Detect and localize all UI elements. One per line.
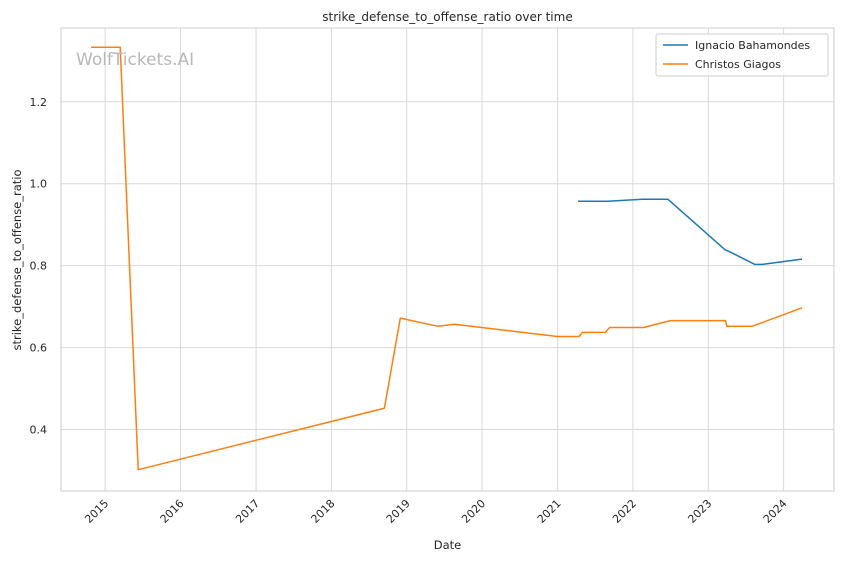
series-line-christos-giagos [91,46,803,471]
y-tick-label: 1.2 [30,96,48,109]
legend-box [655,33,829,77]
legend-label-ignacio-bahamondes: Ignacio Bahamondes [695,39,810,52]
grid [61,28,834,491]
y-tick-label: 0.6 [30,342,48,355]
plot-frame [60,27,835,492]
x-axis-label: Date [434,538,462,552]
y-tick-label: 0.4 [30,424,48,437]
y-tick-label: 0.8 [30,260,48,273]
y-axis-label: strike_defense_to_offense_ratio [10,169,24,350]
series-lines [91,46,803,471]
legend: Ignacio Bahamondes Christos Giagos [655,33,829,77]
y-axis-ticks: 0.4 0.6 0.8 1.0 1.2 [30,96,48,437]
watermark: WolfTickets.AI [76,50,194,70]
legend-label-christos-giagos: Christos Giagos [695,58,781,71]
series-line-ignacio-bahamondes [578,198,803,266]
chart-title: strike_defense_to_offense_ratio over tim… [322,10,572,24]
y-tick-label: 1.0 [30,178,48,191]
